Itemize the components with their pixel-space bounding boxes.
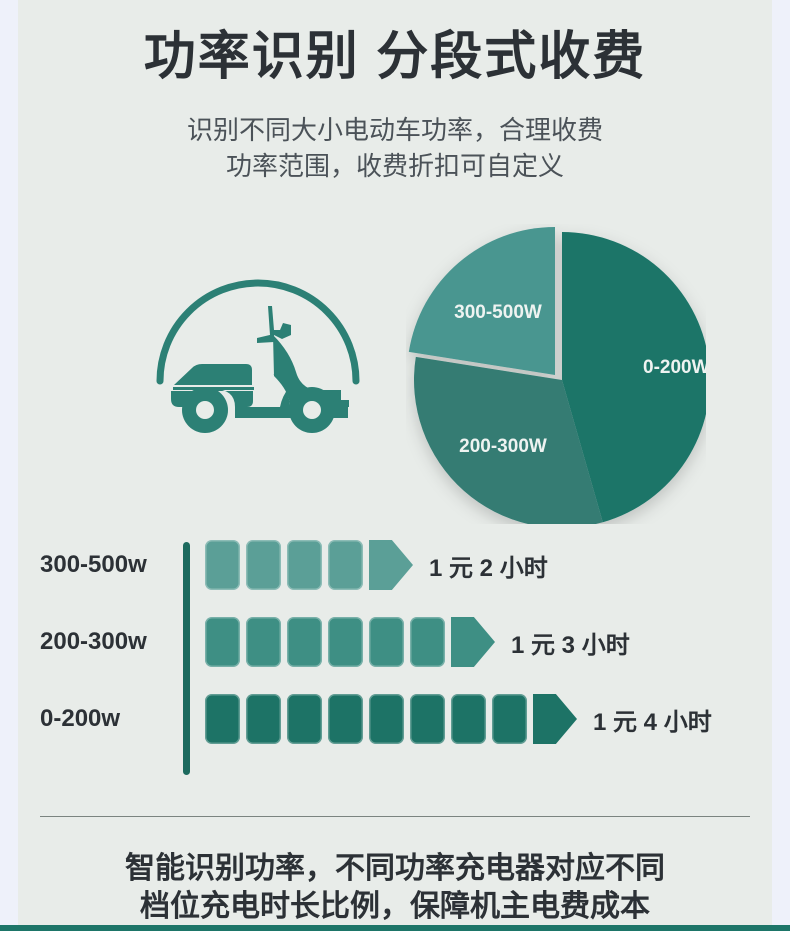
svg-text:200-300W: 200-300W (459, 436, 547, 457)
svg-text:300-500W: 300-500W (454, 302, 542, 323)
svg-text:0-200W: 0-200W (643, 357, 706, 378)
